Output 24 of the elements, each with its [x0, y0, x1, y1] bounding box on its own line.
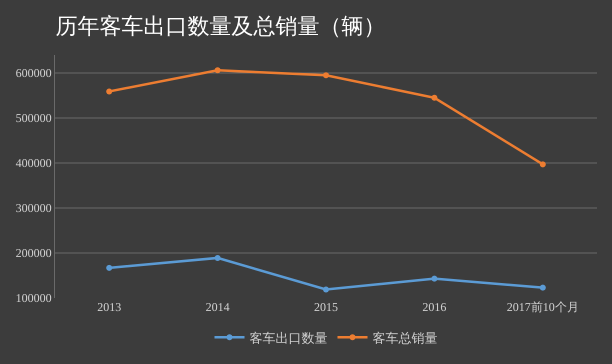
point: [431, 276, 438, 282]
point: [540, 284, 546, 291]
point: [540, 161, 546, 168]
y-tick-label: 200000: [16, 246, 52, 260]
point: [106, 88, 112, 94]
x-tick-label: 2013: [97, 300, 122, 314]
x-tick-label: 2015: [314, 300, 338, 314]
y-tick-label: 100000: [16, 291, 52, 306]
x-tick-label: 2016: [422, 300, 446, 314]
point: [323, 286, 329, 292]
y-tick-label: 300000: [16, 201, 52, 216]
point: [214, 67, 221, 74]
y-tick-label: 600000: [16, 66, 52, 80]
y-tick-label: 400000: [16, 156, 52, 170]
x-tick-label: 2014: [206, 300, 230, 314]
legend-label: 客车出口数量: [250, 330, 328, 346]
y-tick-label: 500000: [16, 111, 52, 126]
point: [106, 264, 112, 271]
point: [214, 254, 221, 261]
legend-label: 客车总销量: [372, 330, 438, 346]
point: [323, 72, 329, 78]
point: [431, 94, 438, 101]
x-tick-label: 2017前10个月: [506, 300, 579, 314]
chart-title: 历年客车出口数量及总销量（辆）: [55, 14, 386, 39]
